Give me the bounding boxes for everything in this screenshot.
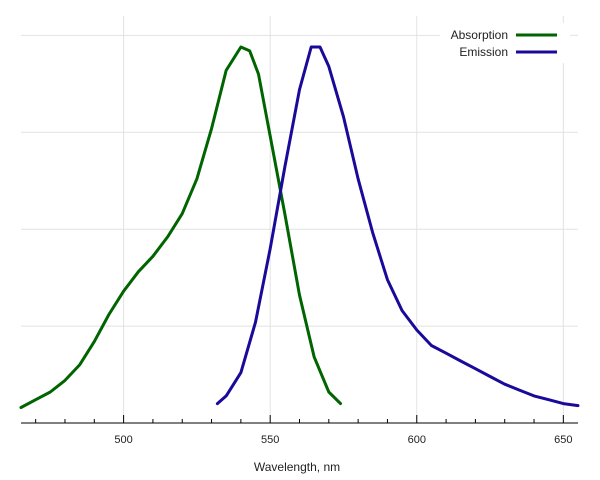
series-layer [19, 45, 580, 409]
legend-box [440, 23, 570, 63]
legend: Absorption Emission [440, 23, 570, 63]
x-axis: 500 550 600 650 [21, 415, 578, 446]
x-tick-label: 650 [554, 434, 572, 446]
x-tick-label: 550 [261, 434, 279, 446]
series-line-absorption [19, 45, 342, 409]
legend-label-emission: Emission [459, 45, 508, 59]
x-tick-label: 500 [114, 434, 132, 446]
x-axis-title: Wavelength, nm [254, 460, 340, 474]
x-tick-label: 600 [408, 434, 426, 446]
grid [21, 16, 578, 423]
series-line-emission [215, 45, 580, 408]
legend-label-absorption: Absorption [451, 28, 508, 42]
